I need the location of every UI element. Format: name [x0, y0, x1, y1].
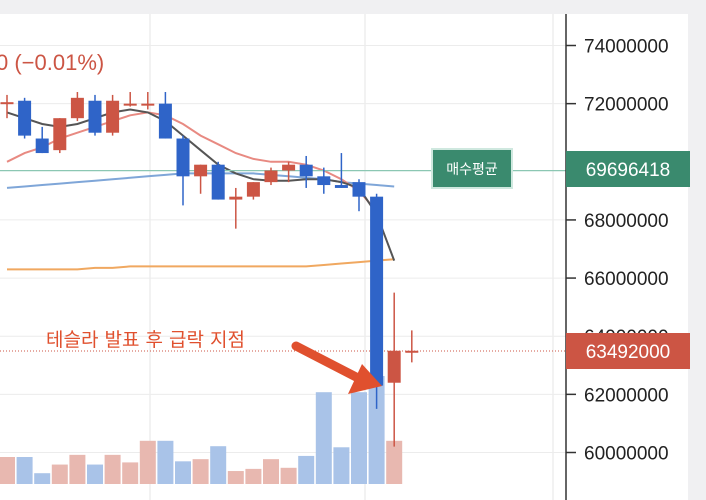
- candle: [299, 155, 313, 188]
- candle-body: [123, 103, 137, 106]
- candle-body: [317, 176, 331, 186]
- candle-body: [246, 182, 260, 197]
- average-price-tag: 69696418: [566, 151, 690, 187]
- candle: [141, 92, 155, 110]
- volume-bar: [192, 459, 209, 484]
- candle-body: [53, 118, 67, 151]
- candle: [405, 330, 419, 363]
- annotation-arrow-head: [348, 364, 382, 394]
- candle-body: [405, 350, 419, 353]
- candle: [70, 92, 84, 122]
- volume-bar: [263, 459, 279, 484]
- candle: [246, 182, 260, 200]
- y-tick-label: 68000000: [584, 211, 669, 232]
- volume-bar: [298, 455, 315, 484]
- change-percent-label: 0 (−0.01%): [0, 50, 104, 75]
- volume-bar: [122, 462, 139, 484]
- average-buy-tag-box: [431, 148, 513, 189]
- volume-bar: [34, 473, 51, 484]
- candle-body: [282, 164, 296, 171]
- plot-background: [0, 14, 688, 500]
- annotation-arrow: [291, 341, 382, 394]
- y-tick-label: 74000000: [584, 37, 669, 58]
- candle: [176, 135, 190, 206]
- candle: [0, 94, 14, 119]
- candle: [229, 187, 243, 229]
- candle-body: [229, 196, 243, 200]
- volume-bar: [280, 467, 297, 484]
- volume-bar: [227, 471, 244, 484]
- volume-bar: [87, 464, 103, 484]
- average-buy-tag-label: 매수평균: [446, 162, 498, 178]
- candle-body: [370, 196, 384, 386]
- volume-bars: [0, 376, 403, 484]
- candle: [282, 161, 296, 183]
- candle-body: [194, 164, 208, 177]
- candle: [158, 92, 172, 139]
- volume-bar: [210, 446, 227, 484]
- candle: [334, 153, 348, 188]
- y-tick-label: 66000000: [584, 269, 669, 290]
- candle: [352, 179, 366, 212]
- candle: [53, 118, 67, 154]
- average-buy-tag: 매수평균: [431, 148, 513, 189]
- candle-body: [387, 350, 401, 383]
- volume-bar: [157, 440, 174, 484]
- candle-body: [141, 103, 155, 106]
- candle-body: [106, 100, 120, 133]
- volume-bar: [245, 468, 262, 484]
- candle-body: [299, 164, 313, 177]
- candlesticks: [0, 92, 419, 447]
- volume-bar: [315, 392, 332, 484]
- candle-body: [176, 138, 190, 177]
- candle: [370, 193, 384, 409]
- candle-body: [264, 170, 278, 183]
- average-price-tag-box: [566, 151, 690, 187]
- current-price-tag: 63492000: [566, 333, 690, 369]
- volume-bar: [69, 454, 86, 484]
- candle: [18, 97, 32, 139]
- candle: [35, 126, 49, 154]
- candle: [88, 94, 102, 136]
- y-tick-label: 60000000: [584, 444, 669, 465]
- candle: [317, 167, 331, 194]
- candle: [211, 161, 225, 200]
- y-tick-label: 72000000: [584, 95, 669, 116]
- annotation-label: 테슬라 발표 후 급락 지점: [46, 329, 245, 351]
- volume-bar: [333, 447, 350, 484]
- candle-body: [0, 102, 14, 105]
- current-price-tag-label: 63492000: [586, 342, 671, 363]
- candle-body: [334, 185, 348, 188]
- candle-body: [35, 138, 49, 154]
- average-price-tag-label: 69696418: [586, 160, 671, 181]
- volume-bar: [16, 457, 33, 484]
- candle-body: [88, 100, 102, 133]
- candle-body: [18, 100, 32, 136]
- candle: [194, 164, 208, 194]
- candle: [264, 167, 278, 186]
- candle: [106, 94, 120, 136]
- candle-body: [70, 97, 84, 119]
- candle-body: [158, 103, 172, 139]
- y-tick-label: 62000000: [584, 385, 669, 406]
- volume-bar: [351, 392, 367, 484]
- volume-bar: [51, 464, 68, 484]
- candle-body: [211, 164, 225, 200]
- candle: [387, 292, 401, 447]
- volume-bar: [104, 454, 121, 484]
- candle-body: [352, 182, 366, 197]
- volume-bar: [139, 440, 156, 484]
- volume-bar: [0, 457, 15, 484]
- annotation-arrow-shaft: [291, 341, 363, 383]
- ma-mid-line: [6, 111, 378, 212]
- volume-bar: [175, 461, 191, 484]
- current-price-tag-box: [566, 333, 690, 369]
- candle: [123, 92, 137, 107]
- ma-long-line: [7, 258, 395, 271]
- volume-bar: [386, 440, 403, 484]
- volume-bar: [368, 376, 385, 484]
